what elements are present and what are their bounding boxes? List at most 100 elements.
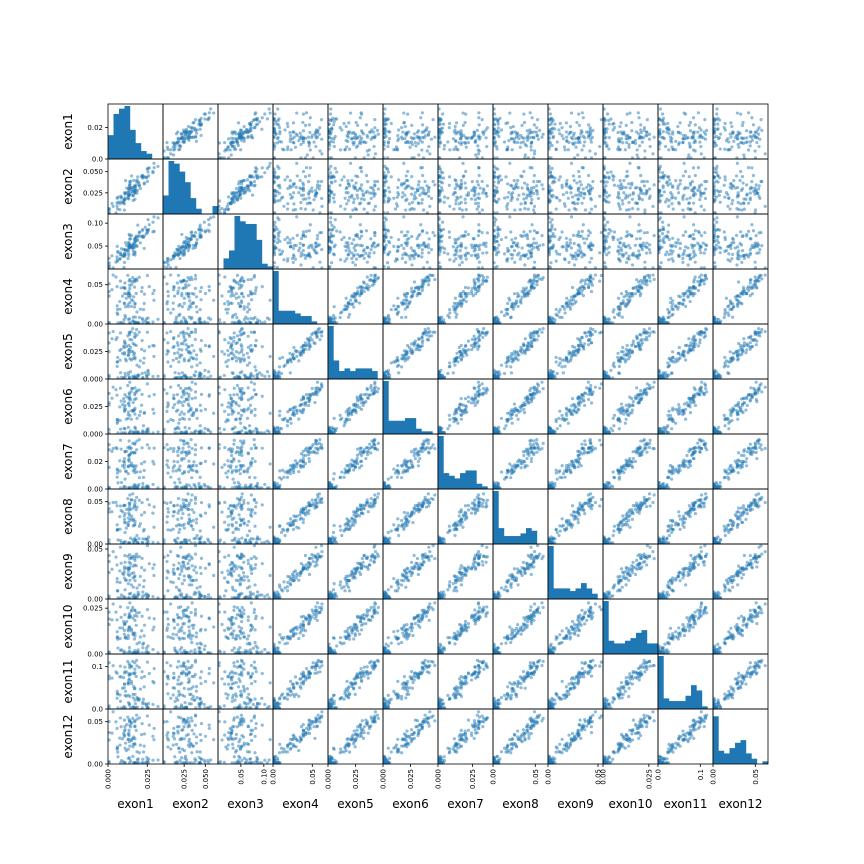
scatter-point bbox=[239, 179, 243, 184]
scatter-point bbox=[329, 216, 333, 220]
scatter-point bbox=[470, 188, 474, 193]
scatter-point bbox=[136, 223, 140, 227]
scatter-point bbox=[146, 370, 150, 374]
scatter-point bbox=[198, 121, 202, 126]
scatter-point bbox=[360, 244, 364, 248]
scatter-point bbox=[411, 137, 415, 141]
scatter-point bbox=[739, 141, 743, 145]
scatter-point bbox=[684, 245, 688, 249]
scatter-point bbox=[620, 198, 624, 203]
scatter-point bbox=[330, 317, 334, 322]
scatter-point bbox=[350, 241, 354, 246]
scatter-point bbox=[275, 122, 279, 126]
scatter-point bbox=[234, 296, 238, 300]
scatter-point bbox=[420, 111, 424, 115]
scatter-point bbox=[276, 107, 280, 111]
scatter-point bbox=[217, 199, 222, 203]
scatter-point bbox=[529, 201, 533, 205]
scatter-point bbox=[522, 120, 527, 125]
scatter-point bbox=[187, 243, 191, 247]
scatter-point bbox=[561, 305, 565, 309]
scatter-point bbox=[731, 315, 735, 319]
scatter-point bbox=[295, 174, 299, 178]
scatter-point bbox=[171, 153, 176, 157]
scatter-point bbox=[602, 190, 607, 194]
scatter-point bbox=[589, 248, 593, 252]
scatter-point bbox=[661, 318, 665, 322]
scatter-point bbox=[339, 311, 343, 315]
scatter-point bbox=[530, 130, 534, 135]
scatter-point bbox=[331, 196, 336, 200]
scatter-point bbox=[389, 175, 393, 179]
scatter-point bbox=[332, 192, 336, 197]
scatter-point bbox=[419, 116, 423, 120]
scatter-point bbox=[193, 230, 198, 235]
scatter-point bbox=[165, 299, 170, 304]
scatter-point bbox=[624, 123, 628, 127]
scatter-point bbox=[115, 204, 119, 208]
scatter-point bbox=[645, 117, 649, 122]
scatter-point bbox=[527, 136, 531, 140]
scatter-point bbox=[447, 230, 451, 234]
histogram-bar bbox=[229, 250, 235, 269]
scatter-point bbox=[386, 200, 390, 204]
scatter-point bbox=[560, 183, 564, 187]
scatter-point bbox=[433, 277, 437, 282]
scatter-point bbox=[553, 318, 557, 322]
scatter-point bbox=[245, 310, 250, 314]
scatter-point bbox=[464, 186, 468, 190]
scatter-point bbox=[199, 298, 203, 302]
scatter-point bbox=[361, 192, 365, 196]
scatter-point bbox=[723, 147, 727, 151]
scatter-point bbox=[476, 234, 481, 238]
scatter-point bbox=[461, 111, 465, 115]
scatter-point bbox=[152, 166, 156, 170]
scatter-point bbox=[459, 245, 464, 249]
scatter-point bbox=[525, 243, 530, 247]
scatter-point bbox=[448, 148, 452, 152]
scatter-point bbox=[519, 141, 523, 145]
scatter-point bbox=[703, 247, 708, 252]
scatter-point bbox=[616, 202, 621, 206]
scatter-point bbox=[519, 202, 523, 206]
scatter-point bbox=[691, 232, 695, 237]
scatter-point bbox=[581, 187, 585, 191]
scatter-point bbox=[247, 175, 252, 179]
scatter-point bbox=[244, 315, 248, 319]
scatter-point bbox=[639, 291, 643, 296]
scatter-point bbox=[496, 232, 500, 236]
scatter-point bbox=[207, 217, 211, 222]
scatter-point bbox=[182, 286, 186, 290]
panel-exon2-vs-exon5 bbox=[327, 158, 384, 215]
scatter-point bbox=[122, 197, 127, 201]
scatter-point bbox=[588, 260, 592, 264]
scatter-point bbox=[260, 116, 264, 120]
scatter-point bbox=[308, 130, 312, 135]
scatter-point bbox=[247, 121, 252, 126]
scatter-point bbox=[115, 196, 119, 200]
scatter-point bbox=[203, 117, 207, 121]
scatter-point bbox=[757, 144, 761, 149]
scatter-point bbox=[637, 194, 641, 198]
scatter-point bbox=[603, 265, 607, 269]
scatter-point bbox=[477, 260, 481, 264]
scatter-point bbox=[239, 189, 243, 193]
scatter-point bbox=[627, 207, 631, 212]
scatter-point bbox=[635, 130, 639, 134]
scatter-point bbox=[203, 112, 208, 116]
scatter-point bbox=[484, 241, 488, 245]
scatter-point bbox=[350, 178, 354, 183]
scatter-point bbox=[466, 191, 471, 195]
scatter-point bbox=[122, 251, 127, 255]
scatter-point bbox=[586, 189, 591, 193]
scatter-point bbox=[453, 186, 457, 191]
scatter-point bbox=[420, 251, 424, 255]
scatter-point bbox=[401, 191, 405, 195]
scatter-point bbox=[295, 111, 299, 115]
scatter-point bbox=[583, 136, 587, 140]
scatter-point bbox=[118, 207, 122, 212]
scatter-point bbox=[684, 134, 688, 138]
scatter-point bbox=[734, 174, 739, 178]
scatter-point bbox=[696, 130, 700, 134]
scatter-point bbox=[396, 296, 400, 300]
